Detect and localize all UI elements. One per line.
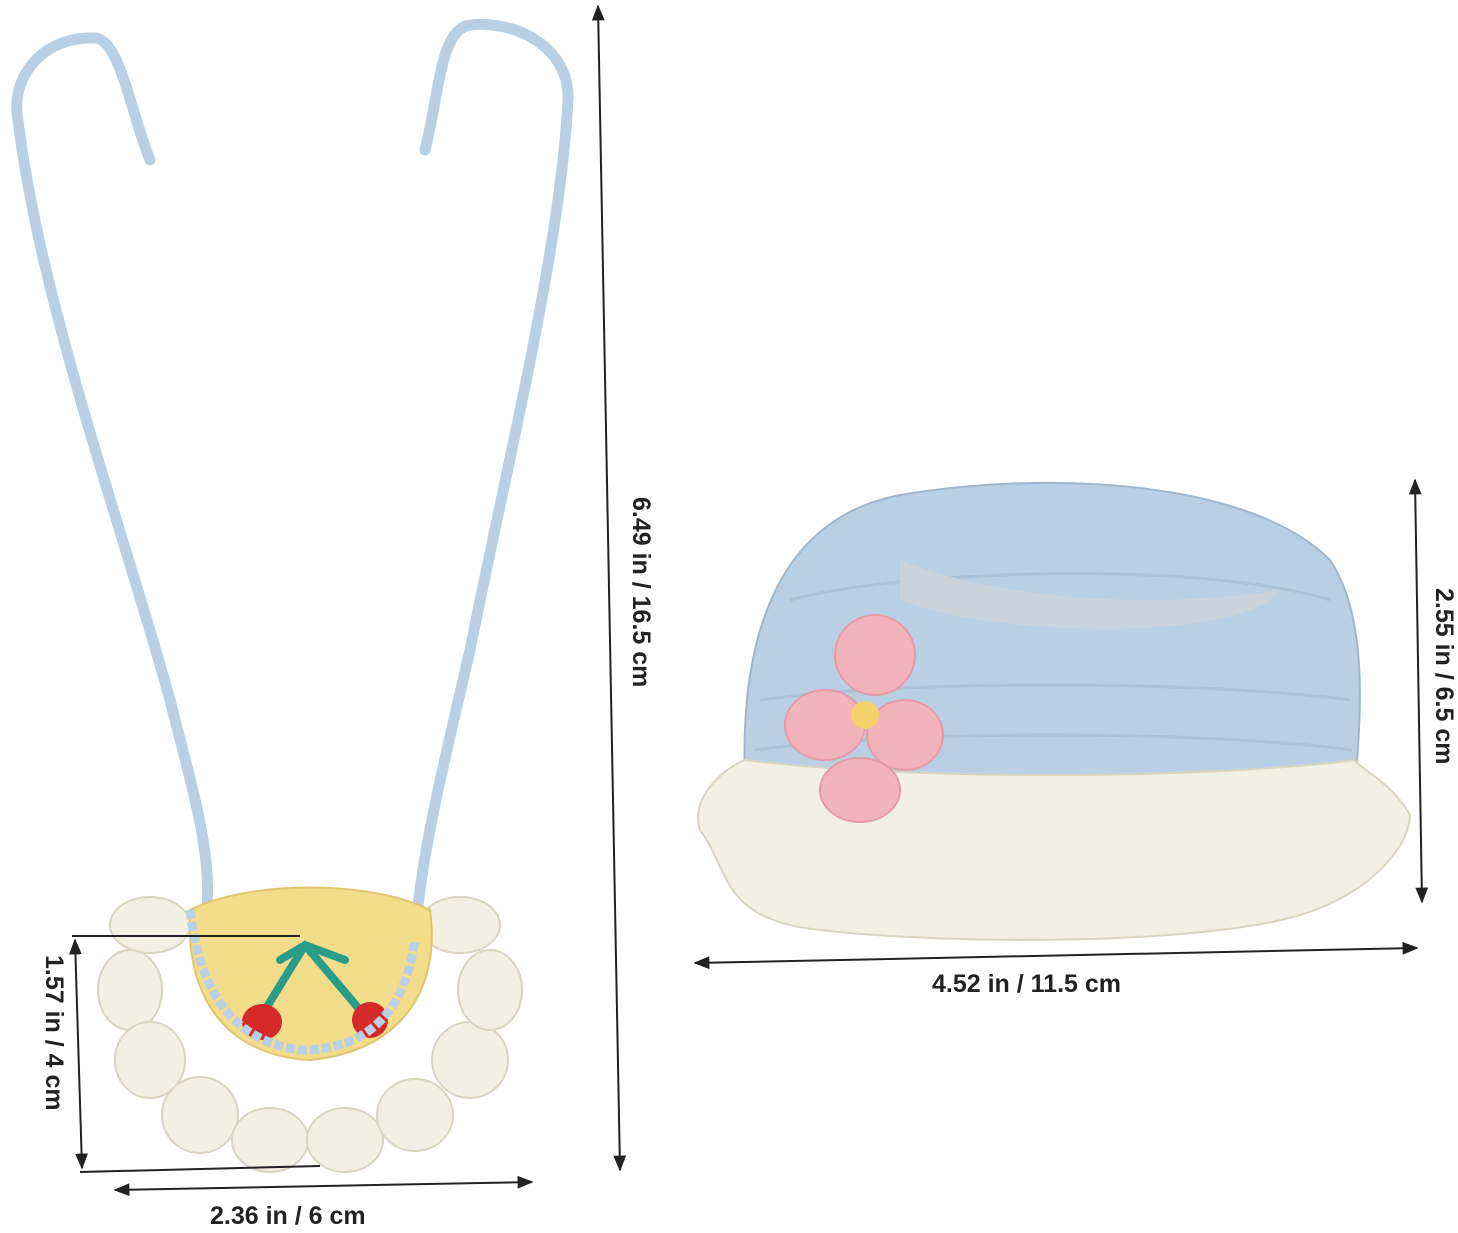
bib-width-label: 2.36 in / 6 cm: [210, 1202, 366, 1230]
necklace-height-label: 6.49 in / 16.5 cm: [627, 497, 655, 688]
bucket-hat: [697, 481, 1412, 941]
necklace-bib: [97, 886, 523, 1173]
bib-height-arrow: [69, 938, 88, 1170]
bib-height-label: 1.57 in / 4 cm: [40, 955, 68, 1111]
flower: [784, 614, 944, 823]
necklace-height-arrow: [591, 4, 627, 1172]
hat-width-label: 4.52 in / 11.5 cm: [932, 970, 1122, 998]
hat-width-arrow: [693, 941, 1419, 970]
dimension-arrows: [69, 4, 1429, 1197]
hat-height-label: 2.55 in / 6.5 cm: [1430, 588, 1458, 765]
bib-width-arrow: [113, 1175, 534, 1197]
hat-height-arrow: [1408, 478, 1429, 904]
